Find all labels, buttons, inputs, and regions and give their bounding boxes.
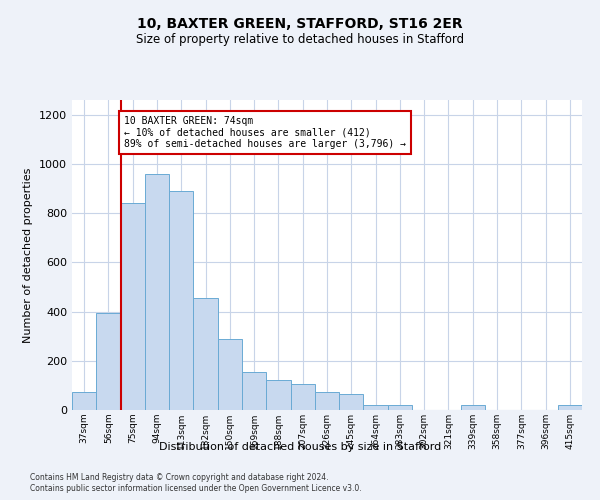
Bar: [242, 372, 266, 410]
Bar: [96, 313, 121, 410]
Bar: [388, 405, 412, 410]
Bar: [461, 405, 485, 410]
Bar: [218, 338, 242, 410]
Bar: [266, 380, 290, 410]
Text: Contains public sector information licensed under the Open Government Licence v3: Contains public sector information licen…: [30, 484, 362, 493]
Bar: [121, 204, 145, 410]
Bar: [72, 392, 96, 410]
Bar: [145, 174, 169, 410]
Text: Size of property relative to detached houses in Stafford: Size of property relative to detached ho…: [136, 32, 464, 46]
Text: 10 BAXTER GREEN: 74sqm
← 10% of detached houses are smaller (412)
89% of semi-de: 10 BAXTER GREEN: 74sqm ← 10% of detached…: [124, 116, 406, 149]
Text: 10, BAXTER GREEN, STAFFORD, ST16 2ER: 10, BAXTER GREEN, STAFFORD, ST16 2ER: [137, 18, 463, 32]
Bar: [364, 405, 388, 410]
Bar: [290, 384, 315, 410]
Bar: [169, 191, 193, 410]
Text: Distribution of detached houses by size in Stafford: Distribution of detached houses by size …: [159, 442, 441, 452]
Bar: [315, 392, 339, 410]
Bar: [558, 405, 582, 410]
Bar: [339, 394, 364, 410]
Bar: [193, 298, 218, 410]
Text: Contains HM Land Registry data © Crown copyright and database right 2024.: Contains HM Land Registry data © Crown c…: [30, 472, 329, 482]
Y-axis label: Number of detached properties: Number of detached properties: [23, 168, 34, 342]
